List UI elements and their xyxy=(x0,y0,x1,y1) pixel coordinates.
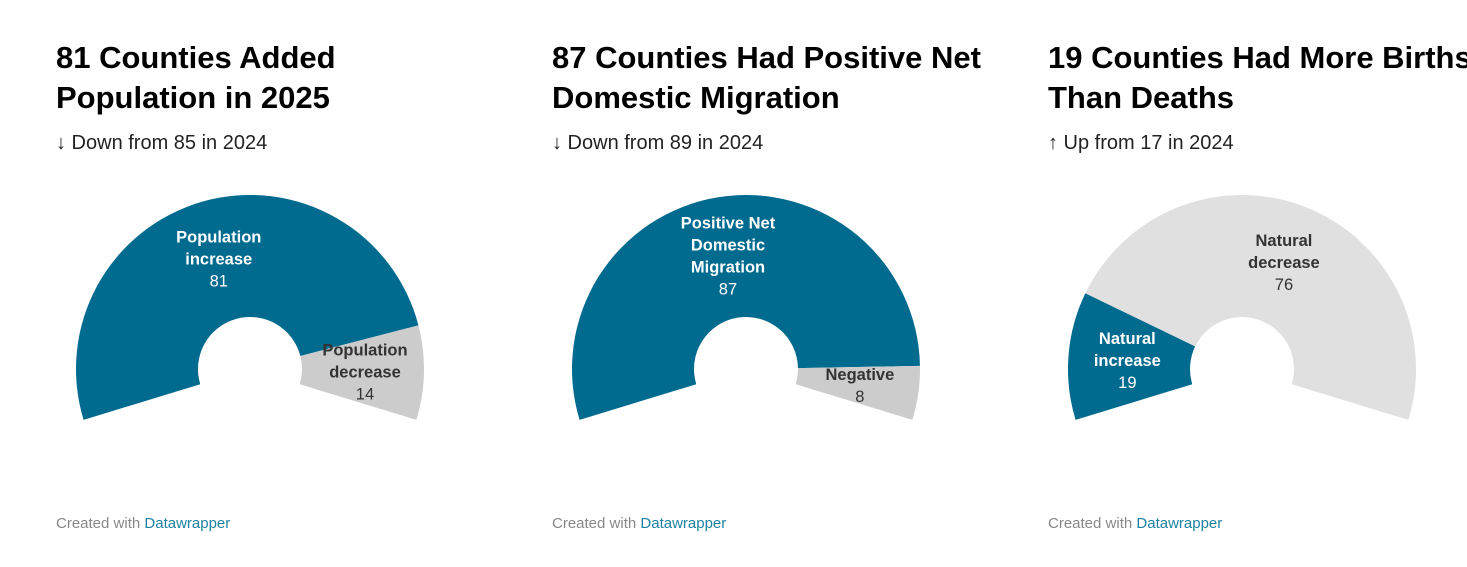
footer-credit: Created with Datawrapper xyxy=(552,515,726,532)
chart-subtitle: ↑ Up from 17 in 2024 xyxy=(1048,132,1234,154)
slice-population-increase xyxy=(76,195,419,420)
chart-subtitle: ↓ Down from 89 in 2024 xyxy=(552,132,764,154)
chart-panel-2: 87 Counties Had Positive Net Domestic Mi… xyxy=(552,0,992,567)
slice-value: 87 xyxy=(719,280,737,298)
slice-positive-net-domestic-migration xyxy=(572,195,920,420)
slice-label: increase xyxy=(1094,352,1161,370)
datawrapper-link[interactable]: Datawrapper xyxy=(144,515,231,532)
slice-label: Population xyxy=(322,341,407,359)
donut-chart: Population increase 81 Population decrease 14 xyxy=(76,195,424,420)
slice-value: 19 xyxy=(1118,374,1136,392)
footer-prefix: Created with xyxy=(1048,515,1133,532)
slice-value: 8 xyxy=(855,388,864,406)
slice-value: 14 xyxy=(356,385,374,403)
datawrapper-link[interactable]: Datawrapper xyxy=(1136,515,1223,532)
chart-panel-1: 81 Counties Added Population in 2025 ↓ D… xyxy=(56,0,496,567)
slice-population-decrease xyxy=(299,325,424,420)
footer-prefix: Created with xyxy=(56,515,141,532)
slice-label: increase xyxy=(185,250,252,268)
footer-credit: Created with Datawrapper xyxy=(1048,515,1222,532)
slice-label: Population xyxy=(176,228,261,246)
slice-label: Positive Net xyxy=(681,214,776,232)
slice-label: Domestic xyxy=(691,236,765,254)
slice-negative xyxy=(795,365,920,420)
donut-chart: Positive Net Domestic Migration 87 Negative 8 xyxy=(572,195,920,420)
slice-label: Negative xyxy=(825,366,894,384)
slice-label: decrease xyxy=(329,363,401,381)
slice-value: 76 xyxy=(1275,276,1293,294)
chart-title: 81 Counties Added Population in 2025 xyxy=(56,40,336,115)
slice-label: Natural xyxy=(1256,232,1313,250)
footer-credit: Created with Datawrapper xyxy=(56,515,230,532)
slice-value: 81 xyxy=(210,272,228,290)
slice-label: decrease xyxy=(1248,254,1320,272)
chart-panel-3: 19 Counties Had More Births Than Deaths … xyxy=(1048,0,1467,567)
donut-chart: Natural increase 19 Natural decrease 76 xyxy=(1068,194,1416,420)
datawrapper-link[interactable]: Datawrapper xyxy=(640,515,727,532)
chart-title: 87 Counties Had Positive Net Domestic Mi… xyxy=(552,40,981,115)
chart-subtitle: ↓ Down from 85 in 2024 xyxy=(56,132,268,154)
slice-natural-decrease xyxy=(1085,194,1416,420)
chart-title: 19 Counties Had More Births Than Deaths xyxy=(1048,40,1467,115)
footer-prefix: Created with xyxy=(552,515,637,532)
slice-label: Migration xyxy=(691,258,765,276)
slice-label: Natural xyxy=(1099,330,1156,348)
slice-natural-increase xyxy=(1068,293,1196,420)
